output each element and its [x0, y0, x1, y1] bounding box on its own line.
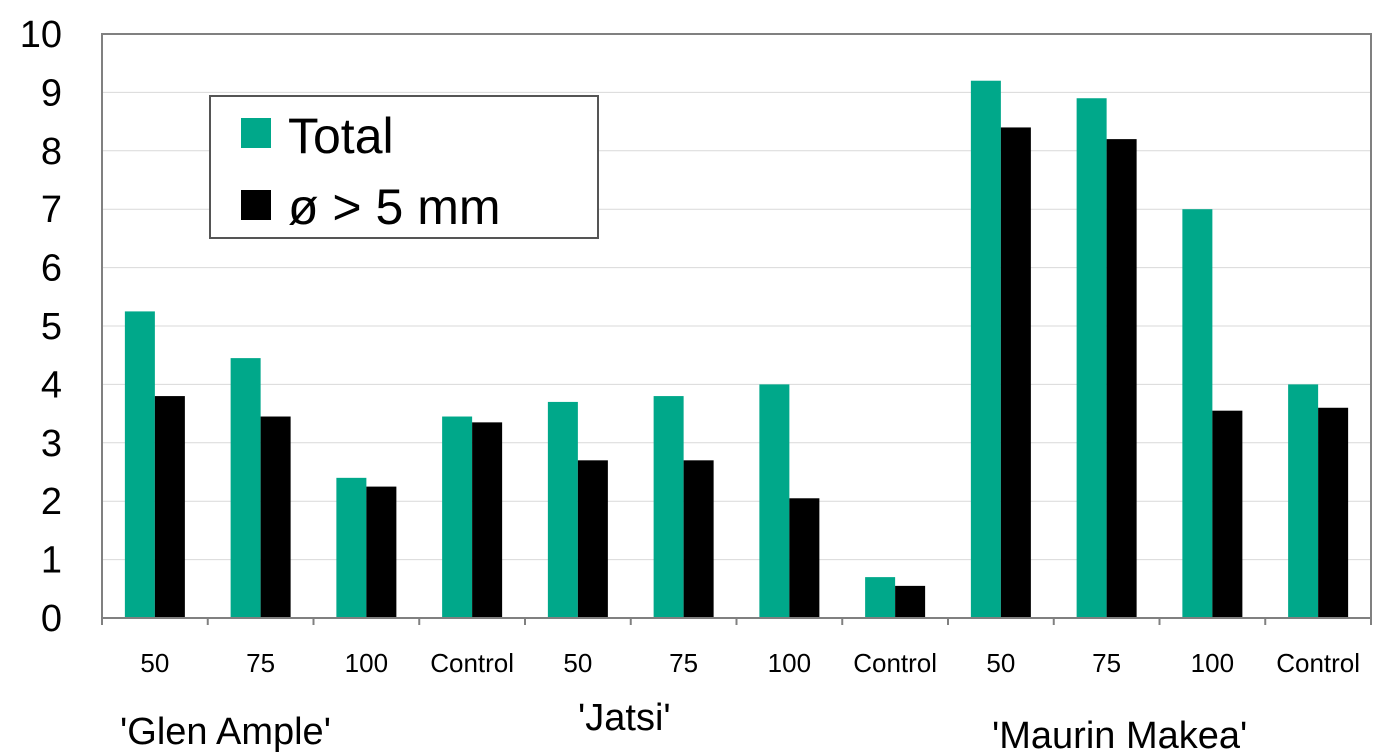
group-label-jatsi: 'Jatsi': [578, 697, 671, 739]
group-labels: 'Glen Ample' 'Jatsi' 'Maurin Makea': [120, 697, 1247, 756]
x-tick-label: 75: [246, 648, 275, 678]
y-tick-label: 8: [41, 131, 62, 173]
legend-label-total: Total: [288, 108, 394, 164]
bar-diameter: [260, 416, 291, 618]
x-tick-label: Control: [853, 648, 937, 678]
bar-diameter: [366, 486, 397, 618]
bar-diameter: [1318, 407, 1349, 618]
x-tick-label: 100: [768, 648, 811, 678]
group-label-maurin-makea: 'Maurin Makea': [992, 715, 1247, 756]
y-tick-label: 2: [41, 481, 62, 523]
y-tick-label: 4: [41, 364, 62, 406]
bar-total: [759, 384, 790, 618]
legend-swatch-total: [241, 118, 271, 148]
legend-swatch-diameter: [241, 190, 271, 220]
y-tick-label: 1: [41, 540, 62, 582]
y-tick-label: 5: [41, 306, 62, 348]
y-tick-label: 10: [20, 14, 62, 56]
x-tick-label: 50: [986, 648, 1015, 678]
bar-total: [124, 311, 155, 618]
x-tick-label: 50: [563, 648, 592, 678]
y-tick-label: 3: [41, 423, 62, 465]
x-tick-label: 100: [345, 648, 388, 678]
x-tick-label: 50: [140, 648, 169, 678]
bar-diameter: [472, 422, 503, 618]
bar-total: [230, 358, 261, 618]
bar-total: [1076, 98, 1107, 619]
x-tick-label: 75: [669, 648, 698, 678]
bar-total: [1288, 384, 1319, 618]
bar-total: [970, 80, 1001, 619]
axes: [101, 33, 1372, 625]
bar-total: [547, 401, 578, 618]
group-label-glen-ample: 'Glen Ample': [120, 711, 331, 753]
y-tick-label: 6: [41, 248, 62, 290]
x-tick-label: Control: [430, 648, 514, 678]
bar-diameter: [1212, 410, 1243, 618]
legend-box: [209, 95, 599, 239]
bar-total: [442, 416, 473, 618]
bar-diameter: [1000, 127, 1031, 618]
bar-diameter: [577, 460, 608, 618]
bar-total: [653, 396, 684, 618]
x-tick-label: Control: [1276, 648, 1360, 678]
bar-diameter: [683, 460, 714, 618]
y-tick-label: 9: [41, 72, 62, 114]
bar-total: [1182, 209, 1213, 618]
legend-label-diameter: ø > 5 mm: [288, 179, 501, 235]
x-tick-labels: 50 75 100 Control 50 75 100 Control 50 75 100 Contr…: [140, 648, 1360, 678]
y-tick-label: 7: [41, 189, 62, 231]
bar-total: [865, 577, 896, 618]
x-tick-label: 100: [1191, 648, 1234, 678]
bar-diameter: [1106, 139, 1137, 618]
y-tick-labels: 0 1 2 3 4 5 6 7 8 9 10: [20, 14, 62, 640]
legend: Total ø > 5 mm: [209, 95, 599, 239]
bar-diameter: [895, 585, 926, 618]
x-tick-label: 75: [1092, 648, 1121, 678]
bar-total: [336, 477, 367, 618]
bar-diameter: [789, 498, 820, 618]
bars: [124, 80, 1349, 619]
bar-diameter: [154, 396, 185, 618]
y-tick-label: 0: [41, 598, 62, 640]
